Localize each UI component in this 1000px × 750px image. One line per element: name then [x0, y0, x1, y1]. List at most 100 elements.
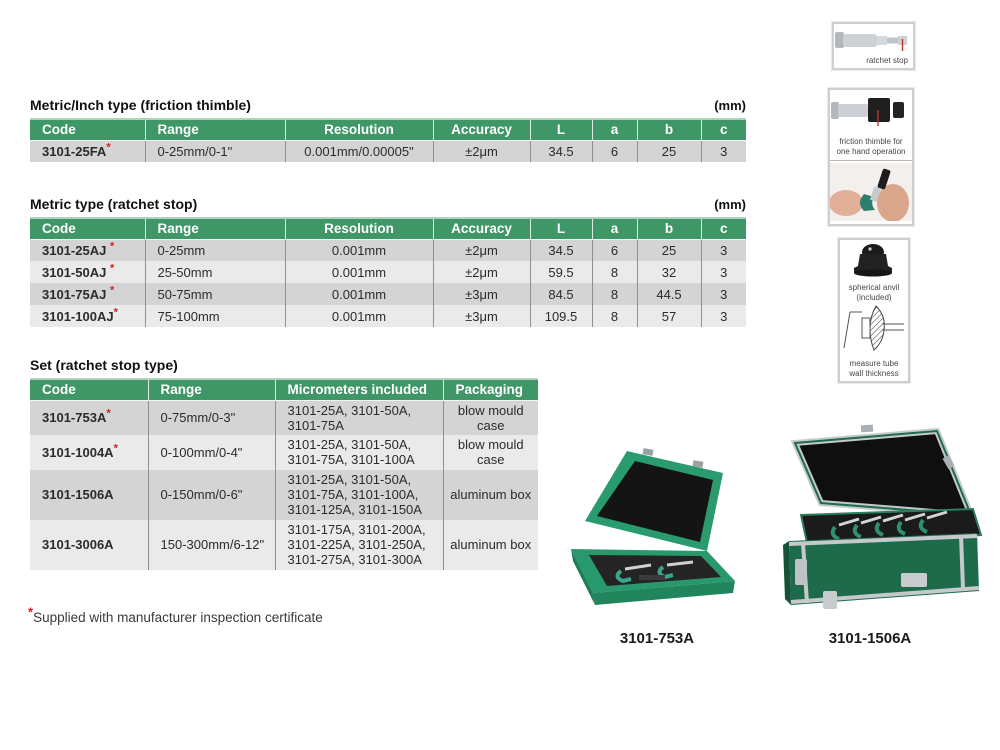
- column-header: Range: [144, 118, 285, 141]
- column-header: a: [591, 118, 637, 141]
- packaging-cell: blow mould case: [442, 435, 538, 470]
- dim-a-cell: 8: [591, 305, 637, 327]
- metric-unit: (mm): [714, 197, 746, 212]
- dim-c-cell: 3: [700, 239, 746, 261]
- accuracy-cell: ±3μm: [432, 283, 530, 305]
- range-cell: 0-75mm/0-3": [147, 400, 275, 436]
- dim-b-cell: 25: [636, 239, 701, 261]
- dim-b-cell: 44.5: [636, 283, 701, 305]
- table-row: 3101-1004A* 0-100mm/0-4" 3101-25A, 3101-…: [30, 435, 538, 470]
- code-text: 3101-753A: [42, 410, 107, 426]
- code-text: 3101-1506A: [42, 487, 114, 503]
- footnote: *Supplied with manufacturer inspection c…: [28, 606, 323, 626]
- dim-c-cell: 3: [700, 140, 746, 162]
- column-header: b: [636, 118, 701, 141]
- dim-c-cell: 3: [700, 283, 746, 305]
- dim-L-cell: 109.5: [529, 305, 592, 327]
- code-text: 3101-25FA: [42, 143, 107, 159]
- code-cell: 3101-1004A*: [30, 435, 148, 470]
- set-title-row: Set (ratchet stop type): [30, 357, 538, 373]
- metric-inch-section: Metric/Inch type (friction thimble) (mm)…: [30, 97, 746, 162]
- dim-b-cell: 32: [636, 261, 701, 283]
- resolution-cell: 0.001mm: [284, 305, 433, 327]
- resolution-cell: 0.001mm/0.00005": [284, 140, 433, 162]
- friction-thimble-caption: friction thimble for one hand operation: [836, 137, 906, 157]
- certificate-asterisk: *: [109, 262, 115, 275]
- resolution-cell: 0.001mm: [284, 239, 433, 261]
- column-header: Code: [30, 118, 145, 141]
- table-row: 3101-25FA* 0-25mm/0-1" 0.001mm/0.00005" …: [30, 140, 746, 162]
- column-header: Packaging: [442, 378, 538, 401]
- packaging-cell: blow mould case: [442, 400, 538, 436]
- column-header: Code: [30, 378, 148, 401]
- footnote-asterisk: *: [28, 604, 34, 620]
- dim-a-cell: 8: [591, 261, 637, 283]
- aluminum-box-photo: [765, 423, 990, 623]
- table-header-row: Code Range Resolution Accuracy L a b c: [30, 217, 746, 240]
- dim-a-cell: 8: [591, 283, 637, 305]
- column-header: Code: [30, 217, 145, 240]
- spherical-anvil-callout: spherical anvil (included) measure tube …: [838, 238, 910, 383]
- column-header: c: [700, 217, 746, 240]
- table-row: 3101-100AJ* 75-100mm 0.001mm ±3μm 109.5 …: [30, 305, 746, 327]
- callout-divider: [830, 159, 912, 161]
- packaging-cell: aluminum box: [442, 469, 538, 520]
- ratchet-stop-callout: ratchet stop: [832, 22, 915, 70]
- code-cell: 3101-753A*: [30, 400, 148, 436]
- tube-wall-diagram: [843, 304, 904, 351]
- dim-L-cell: 84.5: [529, 283, 592, 305]
- dim-b-cell: 25: [636, 140, 701, 162]
- blow-mould-case-photo: [555, 443, 755, 625]
- range-cell: 0-100mm/0-4": [147, 435, 275, 470]
- column-header: a: [591, 217, 637, 240]
- friction-thimble-callout: friction thimble for one hand operation: [828, 88, 914, 226]
- dim-a-cell: 6: [591, 140, 637, 162]
- column-header: c: [700, 118, 746, 141]
- certificate-asterisk: *: [113, 442, 118, 455]
- resolution-cell: 0.001mm: [284, 283, 433, 305]
- column-header: Range: [147, 378, 275, 401]
- micrometers-cell: 3101-25A, 3101-50A, 3101-75A, 3101-100A,…: [274, 469, 443, 520]
- code-cell: 3101-1506A: [30, 469, 148, 520]
- table-row: 3101-50AJ * 25-50mm 0.001mm ±2μm 59.5 8 …: [30, 261, 746, 283]
- dim-L-cell: 59.5: [529, 261, 592, 283]
- one-hand-operation-photo: [829, 162, 912, 222]
- table-row: 3101-753A* 0-75mm/0-3" 3101-25A, 3101-50…: [30, 400, 538, 436]
- dim-c-cell: 3: [700, 305, 746, 327]
- column-header: Range: [144, 217, 285, 240]
- code-text: 3101-3006A: [42, 537, 114, 553]
- range-cell: 0-25mm: [144, 239, 285, 261]
- spherical-anvil-caption: spherical anvil (included): [848, 283, 900, 303]
- certificate-asterisk: *: [106, 141, 111, 154]
- dim-b-cell: 57: [636, 305, 701, 327]
- spherical-anvil-image: [854, 244, 892, 277]
- metric-title-row: Metric type (ratchet stop) (mm): [30, 196, 746, 212]
- set-table: Code Range Micrometers included Packagin…: [30, 378, 538, 570]
- metric-inch-table: Code Range Resolution Accuracy L a b c 3…: [30, 118, 746, 162]
- code-cell: 3101-75AJ *: [30, 283, 145, 305]
- certificate-asterisk: *: [109, 284, 115, 297]
- metric-title: Metric type (ratchet stop): [30, 196, 198, 212]
- column-header: b: [636, 217, 701, 240]
- range-cell: 50-75mm: [144, 283, 285, 305]
- code-text: 3101-50AJ: [42, 264, 107, 280]
- metric-section: Metric type (ratchet stop) (mm) Code Ran…: [30, 196, 746, 327]
- range-cell: 0-150mm/0-6": [147, 469, 275, 520]
- certificate-asterisk: *: [109, 240, 115, 253]
- table-row: 3101-3006A 150-300mm/6-12" 3101-175A, 31…: [30, 519, 538, 570]
- metric-inch-title: Metric/Inch type (friction thimble): [30, 97, 251, 113]
- footnote-text: Supplied with manufacturer inspection ce…: [33, 610, 323, 625]
- certificate-asterisk: *: [113, 306, 118, 319]
- product-label-right: 3101-1506A: [828, 630, 912, 647]
- resolution-cell: 0.001mm: [284, 261, 433, 283]
- ratchet-stop-caption: ratchet stop: [866, 55, 908, 65]
- range-cell: 150-300mm/6-12": [147, 519, 275, 570]
- code-cell: 3101-25FA*: [30, 140, 145, 162]
- packaging-cell: aluminum box: [442, 519, 538, 570]
- accuracy-cell: ±2μm: [432, 140, 530, 162]
- metric-inch-title-row: Metric/Inch type (friction thimble) (mm): [30, 97, 746, 113]
- code-text: 3101-25AJ: [42, 242, 107, 258]
- column-header: Accuracy: [432, 118, 530, 141]
- column-header: Accuracy: [432, 217, 530, 240]
- product-label-left: 3101-753A: [619, 630, 695, 647]
